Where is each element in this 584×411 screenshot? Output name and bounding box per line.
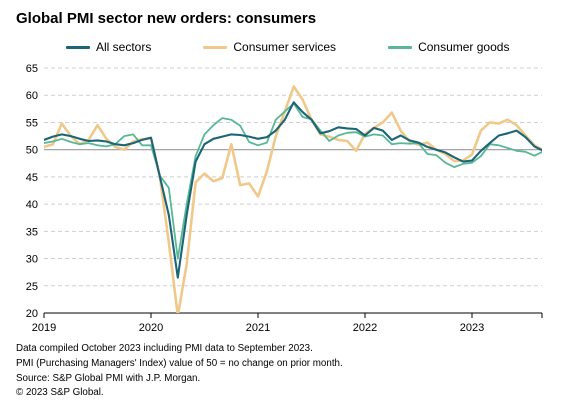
x-tick-label: 2020 (139, 322, 163, 334)
y-tick-label: 55 (26, 117, 38, 129)
legend-item-consumer-goods: Consumer goods (388, 40, 509, 54)
series-line-consumer-goods (44, 102, 542, 260)
y-tick-label: 25 (26, 281, 38, 293)
note-pmi-definition: PMI (Purchasing Managers' Index) value o… (16, 357, 343, 369)
y-tick-label: 30 (26, 254, 38, 266)
series-line-consumer-services (44, 85, 542, 313)
series-line-all-sectors (44, 101, 542, 279)
x-tick-label: 2022 (353, 322, 377, 334)
chart-title: Global PMI sector new orders: consumers (16, 10, 317, 27)
legend-swatch-all-sectors (66, 45, 90, 49)
legend-label-consumer-goods: Consumer goods (418, 40, 510, 54)
note-source: Source: S&P Global PMI with J.P. Morgan. (16, 372, 201, 384)
chart-legend: All sectors Consumer services Consumer g… (66, 40, 561, 54)
y-tick-label: 45 (26, 172, 38, 184)
x-tick-label: 2021 (246, 322, 270, 334)
legend-item-consumer-services: Consumer services (203, 40, 336, 54)
x-tick-label: 2019 (32, 322, 56, 334)
y-tick-label: 20 (26, 308, 38, 320)
legend-label-all-sectors: All sectors (96, 40, 152, 54)
x-tick-label: 2023 (460, 322, 484, 334)
y-tick-label: 65 (26, 63, 38, 75)
note-compiled: Data compiled October 2023 including PMI… (16, 343, 313, 354)
legend-swatch-consumer-goods (388, 45, 413, 49)
y-tick-label: 40 (26, 199, 38, 211)
legend-label-consumer-services: Consumer services (233, 40, 337, 54)
legend-item-all-sectors: All sectors (66, 40, 151, 54)
y-tick-label: 35 (26, 226, 38, 238)
legend-swatch-consumer-services (203, 45, 228, 49)
note-copyright: © 2023 S&P Global. (16, 387, 104, 399)
y-tick-label: 50 (26, 145, 38, 157)
y-tick-label: 60 (26, 90, 38, 102)
chart-notes: Data compiled October 2023 including PMI… (16, 342, 343, 401)
